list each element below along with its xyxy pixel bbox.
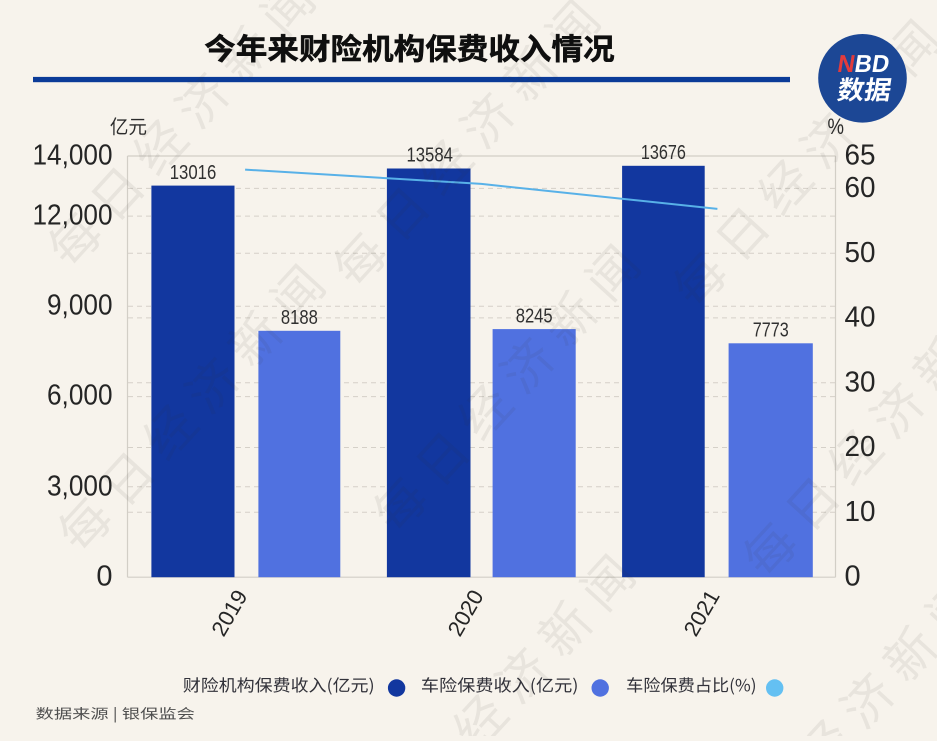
svg-text:60: 60 <box>845 172 876 204</box>
svg-text:65: 65 <box>845 140 876 172</box>
svg-text:2020: 2020 <box>443 586 489 641</box>
svg-text:NBD: NBD <box>836 51 892 78</box>
svg-text:8245: 8245 <box>516 305 553 327</box>
svg-text:0: 0 <box>96 561 112 593</box>
svg-text:0: 0 <box>845 561 861 593</box>
svg-text:9,000: 9,000 <box>47 290 113 322</box>
svg-text:7773: 7773 <box>753 320 789 342</box>
svg-text:3,000: 3,000 <box>47 471 113 503</box>
svg-text:40: 40 <box>845 302 876 334</box>
svg-text:50: 50 <box>845 237 876 269</box>
svg-text:10: 10 <box>845 496 876 528</box>
svg-text:6,000: 6,000 <box>47 380 113 412</box>
svg-text:2021: 2021 <box>679 586 725 641</box>
svg-text:14,000: 14,000 <box>33 140 113 172</box>
svg-text:13676: 13676 <box>641 142 686 164</box>
svg-text:2019: 2019 <box>206 586 252 641</box>
svg-text:30: 30 <box>845 366 876 398</box>
svg-text:13016: 13016 <box>170 162 217 184</box>
